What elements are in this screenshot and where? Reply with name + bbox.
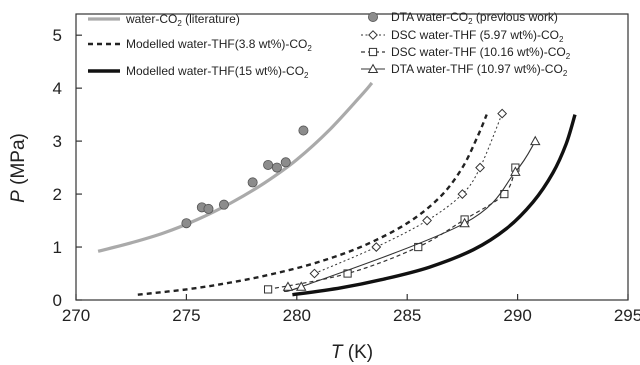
y-tick-label: 4 — [53, 79, 62, 98]
legend-label: Modelled water-THF(15 wt%)-CO2 — [126, 64, 309, 80]
y-tick-label: 5 — [53, 26, 62, 45]
legend-label: water-CO2 (literature) — [125, 12, 240, 28]
series-m15 — [292, 114, 577, 297]
legend-item-dta1097: DTA water-THF (10.97 wt%)-CO2 — [361, 62, 568, 78]
data-point-dta1097 — [295, 281, 307, 291]
plot-frame — [75, 13, 629, 301]
legend-label: DTA water-CO2 (previous work) — [391, 10, 558, 26]
legend-item-dsc1016: DSC water-THF (10.16 wt%)-CO2 — [361, 45, 571, 61]
data-point-dsc597 — [422, 215, 432, 226]
y-tick-label: 3 — [53, 132, 62, 151]
data-point-dta1097 — [459, 217, 470, 228]
series-line-m38 — [137, 114, 488, 296]
x-tick-label: 275 — [172, 306, 200, 325]
y-tick-label: 1 — [53, 238, 62, 257]
data-point-dsc597 — [497, 108, 508, 119]
data-point-dsc1016 — [500, 189, 509, 199]
data-point-dta_co2 — [218, 199, 229, 210]
data-point-dsc1016 — [263, 285, 273, 294]
data-point-dta_co2 — [247, 177, 258, 188]
series-line-m15 — [292, 114, 577, 297]
data-point-dta1097 — [282, 281, 294, 291]
legend-item-dta_co2: DTA water-CO2 (previous work) — [367, 10, 558, 26]
y-tick-label: 0 — [53, 291, 62, 310]
data-point-dsc597 — [309, 268, 320, 279]
x-axis-label: T (K) — [331, 342, 373, 363]
data-point-dta1097 — [510, 166, 521, 176]
legend-label: DTA water-THF (10.97 wt%)-CO2 — [391, 62, 568, 78]
data-point-dta_co2 — [203, 203, 214, 214]
series-lit — [97, 81, 374, 253]
data-point-dsc597 — [371, 242, 382, 252]
series-m38 — [137, 114, 488, 296]
x-tick-label: 295 — [614, 306, 640, 325]
data-point-dta_co2 — [263, 159, 274, 170]
data-point-dsc597 — [457, 189, 468, 199]
legend-item-m15: Modelled water-THF(15 wt%)-CO2 — [88, 64, 309, 80]
legend-item-dsc597: DSC water-THF (5.97 wt%)-CO2 — [361, 28, 564, 44]
legend-item-lit: water-CO2 (literature) — [88, 12, 240, 28]
data-point-dta_co2 — [280, 157, 291, 168]
legend-marker — [367, 11, 378, 22]
y-axis-label: P (MPa) — [8, 133, 29, 203]
legend-label: DSC water-THF (5.97 wt%)-CO2 — [391, 28, 564, 44]
legend-label: DSC water-THF (10.16 wt%)-CO2 — [391, 45, 571, 61]
series-dta1097 — [282, 135, 541, 293]
legend-item-m38: Modelled water-THF(3.8 wt%)-CO2 — [88, 37, 312, 53]
data-point-dta_co2 — [271, 162, 282, 173]
series-dta_co2 — [181, 125, 309, 229]
series-line-dta1097 — [283, 140, 536, 293]
data-point-dta_co2 — [181, 218, 192, 229]
series-line-dsc1016 — [267, 167, 516, 290]
series-line-lit — [97, 81, 374, 253]
x-tick-label: 280 — [283, 306, 311, 325]
x-tick-label: 285 — [393, 306, 421, 325]
legend-label: Modelled water-THF(3.8 wt%)-CO2 — [126, 37, 312, 53]
data-point-dsc597 — [475, 162, 485, 173]
y-tick-label: 2 — [53, 185, 62, 204]
legend-marker — [368, 47, 378, 57]
series-dsc1016 — [263, 163, 520, 294]
x-tick-label: 270 — [62, 306, 90, 325]
data-point-dta1097 — [530, 135, 541, 146]
legend-marker — [368, 30, 378, 40]
series-dsc597 — [309, 108, 508, 279]
data-point-dta_co2 — [298, 125, 309, 136]
legend-marker — [367, 63, 379, 74]
x-tick-label: 290 — [503, 306, 531, 325]
